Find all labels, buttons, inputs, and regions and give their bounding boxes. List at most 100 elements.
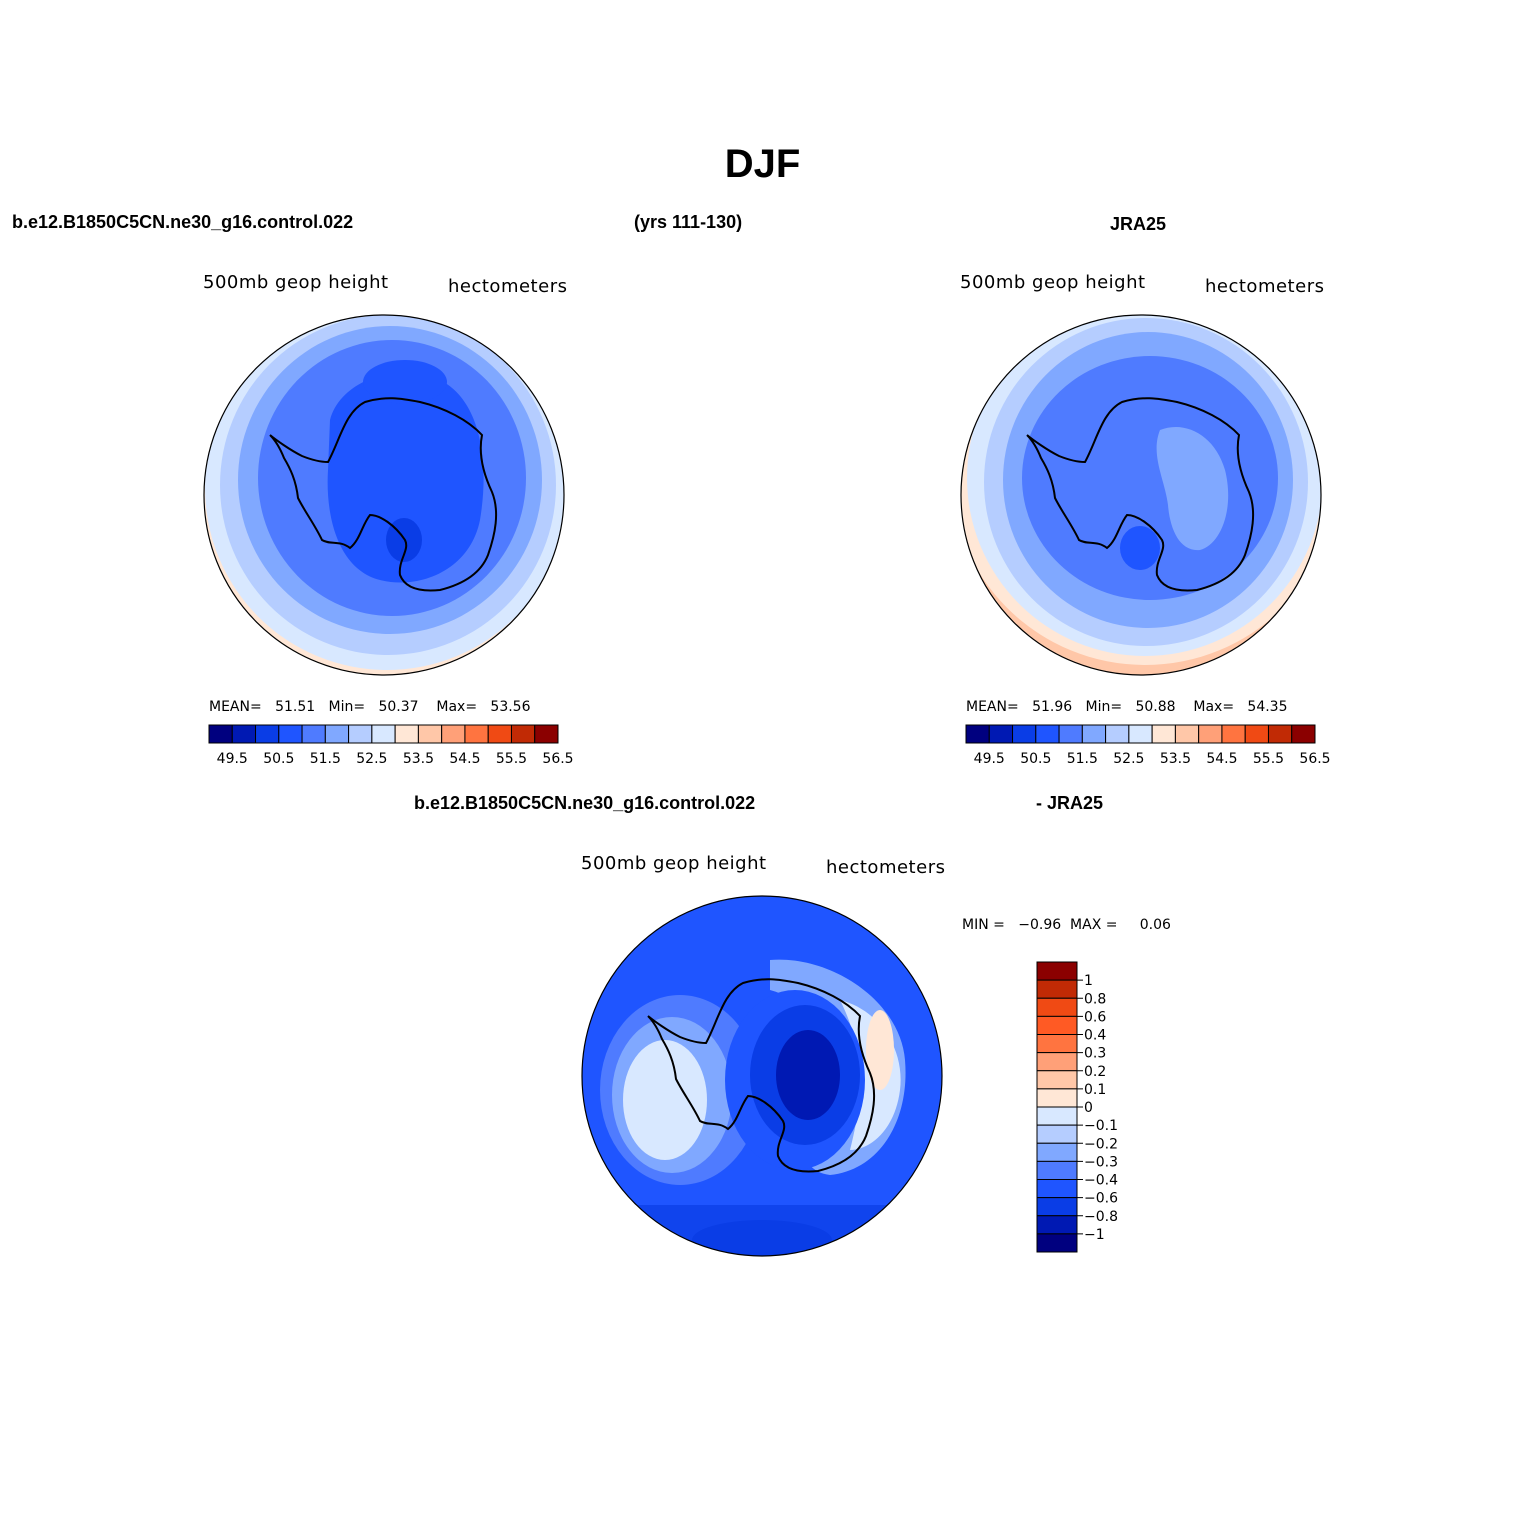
obs-min-label: Min= (1085, 699, 1123, 715)
obs-colorbar-box (1151, 724, 1176, 744)
obs-colorbar-box (1012, 724, 1037, 744)
obs-colorbar-box (1105, 724, 1130, 744)
diff-colorbar-box (1036, 1142, 1078, 1162)
diff-stats: MIN = −0.96 MAX = 0.06 (962, 917, 1171, 933)
diff-colorbar-label: 0.2 (1084, 1064, 1106, 1080)
obs-coastline (1026, 397, 1255, 592)
diff-colorbar-box (1036, 1215, 1078, 1235)
model-colorbar-box (301, 724, 326, 744)
obs-colorbar-label: 54.5 (1206, 751, 1237, 767)
obs-colorbar-box (1035, 724, 1060, 744)
figure-title: DJF (724, 142, 801, 186)
obs-colorbar-label: 53.5 (1160, 751, 1191, 767)
obs-colorbar-box (1198, 724, 1223, 744)
model-colorbar-label: 50.5 (263, 751, 294, 767)
diff-coastline (647, 978, 876, 1173)
obs-colorbar-box (1221, 724, 1246, 744)
model-colorbar-label: 53.5 (403, 751, 434, 767)
model-min-value: 50.37 (378, 699, 419, 715)
model-min-label: Min= (328, 699, 366, 715)
diff-colorbar-label: 1 (1084, 973, 1093, 989)
obs-colorbar-box (1174, 724, 1200, 744)
model-colorbar-box (208, 724, 233, 744)
model-colorbar-box (324, 724, 350, 744)
model-colorbar-box (464, 724, 489, 744)
model-colorbar-box (255, 724, 280, 744)
obs-panel-left-title: 500mb geop height (960, 272, 1146, 293)
diff-case-header: b.e12.B1850C5CN.ne30_g16.control.022 (414, 793, 756, 813)
model-colorbar-label: 52.5 (356, 751, 387, 767)
model-colorbar-box (348, 724, 373, 744)
diff-colorbar-box (1036, 1088, 1078, 1108)
model-panel-right-title: hectometers (448, 276, 568, 297)
obs-colorbar-label: 51.5 (1067, 751, 1098, 767)
model-colorbar-label: 51.5 (310, 751, 341, 767)
model-colorbar-box (371, 724, 396, 744)
obs-colorbar-label: 50.5 (1020, 751, 1051, 767)
diff-colorbar-box (1036, 1034, 1078, 1054)
diff-colorbar-label: −0.6 (1084, 1191, 1118, 1207)
diff-colorbar-box (1036, 1052, 1078, 1072)
obs-colorbar-box (1128, 724, 1153, 744)
diff-colorbar-label: 0.6 (1084, 1009, 1106, 1025)
obs-colorbar: 49.5 50.5 51.5 52.5 53.5 54.5 55.5 56.5 (965, 724, 1331, 767)
model-colorbar-box (394, 724, 419, 744)
model-max-value: 53.56 (490, 699, 531, 715)
obs-colorbar-box (1291, 724, 1316, 744)
obs-colorbar-box (1244, 724, 1269, 744)
diff-min-value: −0.96 (1018, 917, 1062, 933)
obs-min-value: 50.88 (1135, 699, 1176, 715)
years-header: (yrs 111-130) (634, 212, 743, 232)
model-colorbar-label: 55.5 (496, 751, 527, 767)
diff-colorbar-label: −1 (1084, 1227, 1105, 1243)
diff-colorbar-box (1036, 1015, 1078, 1035)
diff-colorbar-box (1036, 961, 1078, 981)
model-colorbar-label: 54.5 (449, 751, 480, 767)
obs-max-value: 54.35 (1247, 699, 1288, 715)
obs-panel-right-title: hectometers (1205, 276, 1325, 297)
obs-colorbar-box (988, 724, 1014, 744)
diff-colorbar-label: −0.4 (1084, 1173, 1118, 1189)
diff-colorbar-label: −0.3 (1084, 1154, 1118, 1170)
diff-colorbar-label: 0 (1084, 1100, 1093, 1116)
model-colorbar-box (487, 724, 512, 744)
model-stats: MEAN= 51.51 Min= 50.37 Max= 53.56 (209, 699, 531, 715)
obs-name-header: JRA25 (1110, 214, 1167, 234)
model-colorbar-box (417, 724, 443, 744)
obs-polar-map (961, 315, 1321, 675)
obs-colorbar-label: 56.5 (1299, 751, 1330, 767)
diff-colorbar-box (1036, 979, 1078, 999)
obs-mean-value: 51.96 (1032, 699, 1073, 715)
diff-polar-map (582, 896, 942, 1256)
model-max-label: Max= (436, 699, 478, 715)
diff-colorbar-box (1036, 1233, 1078, 1253)
diff-colorbar: 1 0.8 0.6 0.4 0.3 0.2 0.1 0 −0.1 −0.2 −0.3 −0.4 −0.6… (1036, 961, 1118, 1253)
diff-colorbar-box (1036, 1197, 1078, 1217)
model-colorbar-label: 49.5 (217, 751, 248, 767)
model-colorbar-box (510, 724, 536, 744)
model-panel-left-title: 500mb geop height (203, 272, 389, 293)
diff-colorbar-box (1036, 1160, 1078, 1180)
obs-colorbar-label: 55.5 (1253, 751, 1284, 767)
diff-max-label: MAX = (1070, 917, 1118, 933)
diff-colorbar-label: 0.4 (1084, 1028, 1106, 1044)
diff-colorbar-box (1036, 997, 1078, 1017)
model-mean-label: MEAN= (209, 699, 262, 715)
obs-stats: MEAN= 51.96 Min= 50.88 Max= 54.35 (966, 699, 1288, 715)
diff-colorbar-label: −0.2 (1084, 1136, 1118, 1152)
diff-colorbar-label: −0.8 (1084, 1209, 1118, 1225)
model-colorbar-box (231, 724, 257, 744)
model-colorbar-box (534, 724, 559, 744)
model-colorbar: 49.5 50.5 51.5 52.5 53.5 54.5 55.5 56.5 (208, 724, 574, 767)
diff-max-value: 0.06 (1139, 917, 1171, 933)
diff-colorbar-box (1036, 1124, 1078, 1144)
diff-min-label: MIN = (962, 917, 1005, 933)
case-name-header: b.e12.B1850C5CN.ne30_g16.control.022 (12, 212, 354, 232)
diff-colorbar-label: 0.1 (1084, 1082, 1106, 1098)
model-colorbar-label: 56.5 (542, 751, 573, 767)
obs-colorbar-box (1267, 724, 1293, 744)
diff-colorbar-label: −0.1 (1084, 1118, 1118, 1134)
diff-colorbar-label: 0.3 (1084, 1046, 1106, 1062)
obs-colorbar-box (1058, 724, 1083, 744)
